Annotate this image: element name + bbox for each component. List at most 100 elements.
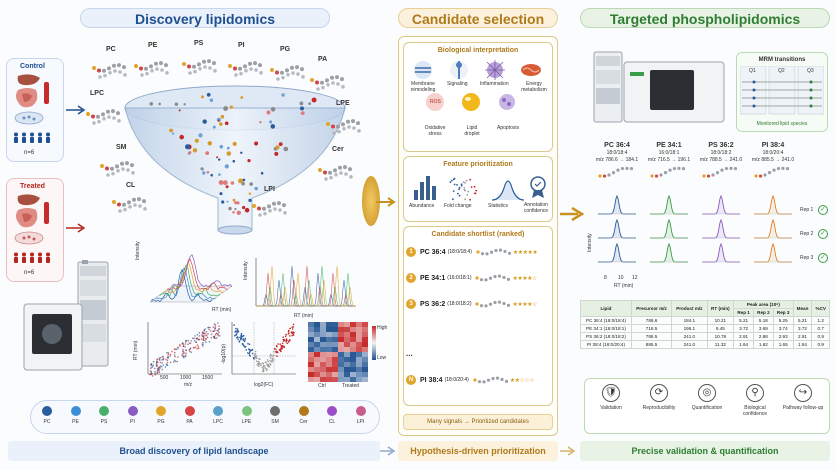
heatmap-cell <box>314 327 320 332</box>
funnel-particle <box>226 146 230 150</box>
lipid-class-legend-label: PE <box>72 419 79 425</box>
replicate-peak <box>650 218 688 239</box>
heatmap-cell <box>362 347 368 352</box>
funnel-particle <box>248 198 252 202</box>
scatter-xtick-3: 1500 <box>202 375 214 381</box>
heatmap-cell <box>320 362 326 367</box>
funnel-particle <box>178 109 181 112</box>
funnel-particle <box>216 156 219 159</box>
scatter-xlabel: m/z <box>184 382 193 388</box>
shortlist-title: Candidate shortlist (ranked) <box>431 231 525 238</box>
funnel-particle <box>188 151 192 155</box>
heatmap-cell <box>356 367 362 372</box>
table-cell: 2.91 <box>792 332 813 341</box>
scatter-point <box>156 361 159 363</box>
scatter-point <box>210 333 213 335</box>
heatmap-cell <box>344 327 350 332</box>
funnel-particle <box>149 102 154 106</box>
species-peaks <box>598 166 636 263</box>
shortlist-item[interactable]: 1 PC 36:4 (18:0/18:4) ★★★★★ <box>406 242 551 262</box>
table-cell: 885.5 <box>630 340 673 349</box>
chromatogram-2d <box>255 258 356 307</box>
shortlist-item[interactable]: N PI 38:4 (18:0/20:4) ★★☆☆☆ <box>406 370 551 390</box>
table-row: PE 34:1 (16:0/18:1) 716.5 196.1 9.45 3.72 3.6… <box>580 324 830 333</box>
lipid-molecule-icon <box>92 63 127 79</box>
scatter-point <box>156 371 159 374</box>
funnel-particle <box>206 92 211 97</box>
table-cell: 1.2 <box>811 316 830 325</box>
scatter-point <box>196 347 198 350</box>
rank-badge: 3 <box>406 299 416 309</box>
shortlist-item[interactable]: 2 PE 34:1 (16:0/18:1) ★★★★☆ <box>406 268 551 288</box>
outcome-label: Validation <box>600 405 622 411</box>
heatmap-cell <box>344 342 350 347</box>
volcano-point <box>269 353 272 356</box>
scatter-point <box>167 355 169 357</box>
lipid-funnel <box>124 85 346 235</box>
lipid-molecule-icon <box>252 201 287 217</box>
th-product: Product m/z <box>671 300 708 317</box>
shortlist-item[interactable]: 3 PS 36:2 (18:0/18:2) ★★★★☆ <box>406 294 551 314</box>
scatter-point <box>159 356 162 359</box>
funnel-particle <box>281 93 285 97</box>
funnel-particle <box>300 106 304 111</box>
candidate-molecule-icon <box>476 248 511 256</box>
volcano-point <box>279 343 281 345</box>
funnel-particle <box>229 105 233 109</box>
volcano-point <box>266 368 268 370</box>
outcome-label: Biological confidence <box>742 405 768 417</box>
replicate-peak <box>702 194 740 215</box>
replicate-peak <box>702 242 740 263</box>
candidate-chains: (16:0/18:1) <box>447 275 472 281</box>
scatter-point <box>173 354 176 356</box>
funnel-particle <box>183 103 186 106</box>
scatter-point <box>194 335 196 337</box>
scatter-point <box>197 346 200 348</box>
scatter-point <box>205 334 207 337</box>
candidate-rating: ★★★★☆ <box>512 301 537 308</box>
volcano-point <box>247 342 249 345</box>
heatmap-cell <box>314 372 320 377</box>
lipid-class-legend-label: CL <box>328 419 336 425</box>
species-chains: 18:0/18:2 <box>710 150 732 156</box>
lipid-molecule-icon <box>326 119 361 135</box>
heatmap-cell <box>362 362 368 367</box>
control-group-box <box>6 58 64 162</box>
funnel-particle <box>221 200 225 204</box>
volcano-point <box>248 352 250 355</box>
heatmap-cell <box>326 327 332 332</box>
volcano-point <box>284 335 287 338</box>
th-cv: %CV <box>811 300 830 317</box>
treated-n: n=6 <box>24 270 35 276</box>
volcano-point <box>261 370 264 373</box>
lipid-class-legend-icon <box>42 406 52 416</box>
heatmap-cell <box>338 362 344 367</box>
heatmap-cell <box>356 377 362 382</box>
table-cell: 2.88 <box>753 332 774 341</box>
bio-interp-title: Biological interpretation <box>437 47 519 54</box>
scatter-point <box>182 345 185 348</box>
scatter-point <box>212 326 215 328</box>
scatter-point <box>196 344 199 346</box>
heatmap-colorbar <box>372 326 376 360</box>
fold-change-dot <box>466 194 469 196</box>
scatter-point <box>202 338 205 341</box>
volcano-point <box>260 364 262 367</box>
volcano-xlabel: log2(FC) <box>254 382 274 388</box>
heatmap-cell <box>320 322 326 327</box>
volcano-point <box>290 331 293 333</box>
th-mean: Mean <box>792 300 813 317</box>
chrom3d-trace <box>151 268 213 303</box>
heatmap-cell <box>320 347 326 352</box>
heatmap-cell <box>362 372 368 377</box>
heatmap-cell <box>332 337 338 342</box>
scatter-point <box>207 332 209 335</box>
heatmap-cell <box>308 362 314 367</box>
funnel-particle <box>223 106 228 111</box>
heatmap-cell <box>332 347 338 352</box>
scatter-point <box>159 367 161 369</box>
replicate-label: Rep 3 <box>800 255 814 261</box>
candidate-molecule-icon <box>475 300 511 308</box>
funnel-particle <box>207 141 212 146</box>
scatter-point <box>205 331 208 333</box>
